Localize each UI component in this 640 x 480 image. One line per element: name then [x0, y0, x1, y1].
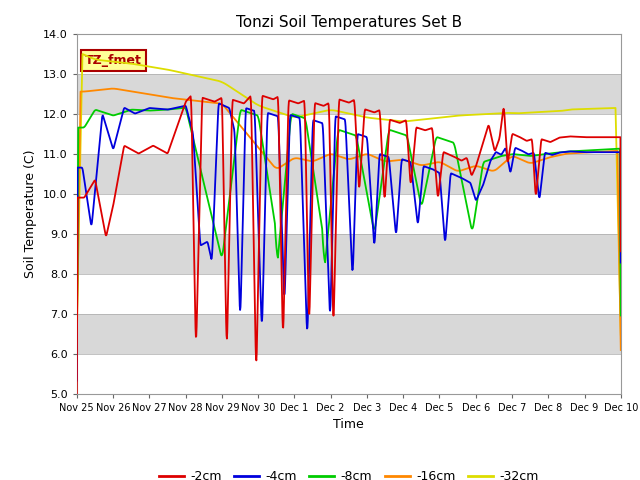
Text: TZ_fmet: TZ_fmet: [85, 54, 142, 67]
Title: Tonzi Soil Temperatures Set B: Tonzi Soil Temperatures Set B: [236, 15, 462, 30]
X-axis label: Time: Time: [333, 418, 364, 431]
Legend: -2cm, -4cm, -8cm, -16cm, -32cm: -2cm, -4cm, -8cm, -16cm, -32cm: [154, 465, 543, 480]
Bar: [77, 114, 621, 154]
Bar: [77, 234, 621, 274]
Bar: [77, 154, 621, 193]
Y-axis label: Soil Temperature (C): Soil Temperature (C): [24, 149, 38, 278]
Bar: [77, 313, 621, 354]
Bar: [77, 354, 621, 394]
Bar: [77, 193, 621, 234]
Bar: [77, 34, 621, 73]
Bar: [77, 274, 621, 313]
Bar: [77, 73, 621, 114]
